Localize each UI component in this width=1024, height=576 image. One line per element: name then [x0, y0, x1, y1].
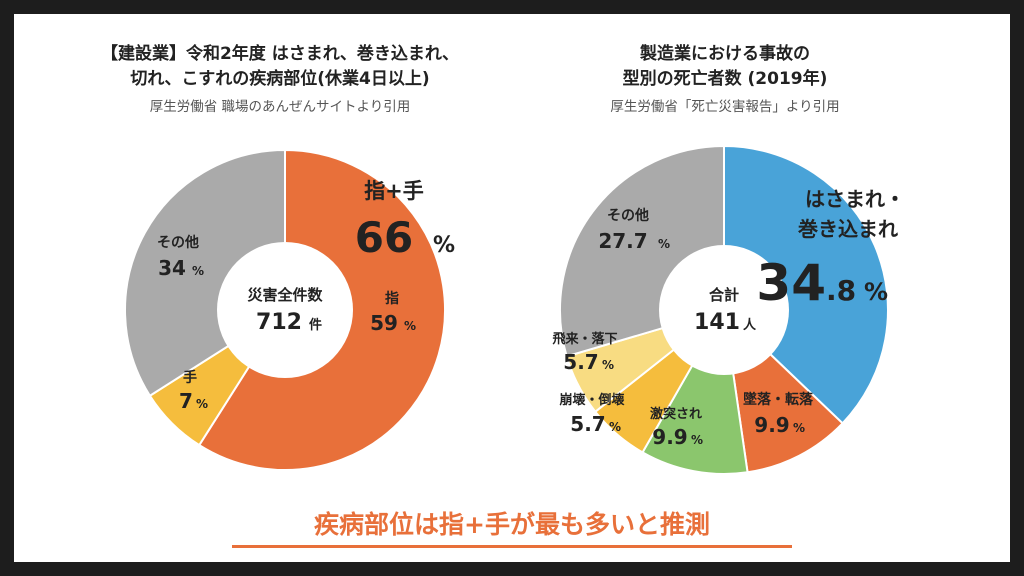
slice-pct-collapse: % — [609, 420, 621, 434]
callout-label: 指+手 — [364, 179, 424, 203]
chart1-source: 厚生労働省 職場のあんぜんサイトより引用 — [149, 99, 411, 115]
donut1-center-unit: 件 — [309, 317, 322, 333]
big-label-line2: 巻き込まれ — [797, 217, 898, 241]
slice-label-finger: 指 — [385, 290, 399, 307]
slice-value-finger: 59 — [370, 311, 398, 335]
slice-label-struck: 激突され — [650, 406, 702, 422]
slice-value-other2: 27.7 — [598, 229, 647, 253]
slice-value-other1: 34 — [158, 256, 186, 280]
donut2-center-unit: 人 — [743, 317, 757, 333]
big-value-pct: % — [864, 278, 888, 306]
callout-pct: % — [433, 233, 455, 258]
slice-value-hand: 7 — [179, 389, 193, 413]
donut1-center-value: 712 — [256, 310, 302, 335]
slice-pct-other1: % — [192, 264, 204, 278]
donut1-center-hole — [217, 242, 353, 378]
big-value-dec: .8 — [826, 274, 856, 307]
slice-pct-other2: % — [658, 237, 670, 251]
slice-label-collapse: 崩壊・倒壊 — [559, 392, 625, 408]
chart1-title-line1: 【建設業】令和2年度 はさまれ、巻き込まれ、 — [100, 44, 460, 64]
slice-label-hand: 手 — [183, 369, 197, 386]
chart1-title-line2: 切れ、こすれの疾病部位(休業4日以上) — [130, 69, 430, 89]
chart2-title-line1: 製造業における事故の — [640, 44, 810, 64]
callout-value: 66 — [355, 213, 413, 262]
conclusion-underline — [232, 545, 792, 548]
donut2-center-hole — [659, 245, 789, 375]
donut2-center-label: 合計 — [708, 286, 739, 304]
slice-pct-hand: % — [196, 397, 208, 411]
slice-pct-flying: % — [602, 358, 614, 372]
donut2-slice-0 — [723, 144, 889, 425]
chart2-source: 厚生労働省「死亡災害報告」より引用 — [610, 99, 840, 115]
chart1-title: 【建設業】令和2年度 はさまれ、巻き込まれ、 切れ、こすれの疾病部位(休業4日以… — [60, 42, 500, 92]
slice-pct-fall: % — [793, 421, 805, 435]
slice-pct-struck: % — [691, 433, 703, 447]
slice-pct-finger: % — [404, 319, 416, 333]
big-value-int: 34 — [756, 254, 826, 312]
slice-value-struck: 9.9 — [652, 425, 687, 449]
chart2-title-line2: 型別の死亡者数 (2019年) — [622, 69, 828, 89]
donut2-center-value: 141 — [694, 310, 740, 335]
slice-value-flying: 5.7 — [563, 350, 598, 374]
slice-label-other1: その他 — [157, 234, 199, 251]
donut1-center-label: 災害全件数 — [247, 286, 323, 304]
slice-label-flying: 飛来・落下 — [551, 331, 617, 347]
chart2-title: 製造業における事故の 型別の死亡者数 (2019年) — [555, 42, 895, 92]
slice-label-fall: 墜落・転落 — [743, 391, 814, 408]
slice-label-other2: その他 — [607, 207, 649, 224]
big-label-line1: はさまれ・ — [805, 187, 905, 211]
slice-value-collapse: 5.7 — [570, 412, 605, 436]
slice-value-fall: 9.9 — [754, 413, 789, 437]
conclusion-text: 疾病部位は指+手が最も多いと推測 — [314, 510, 710, 539]
